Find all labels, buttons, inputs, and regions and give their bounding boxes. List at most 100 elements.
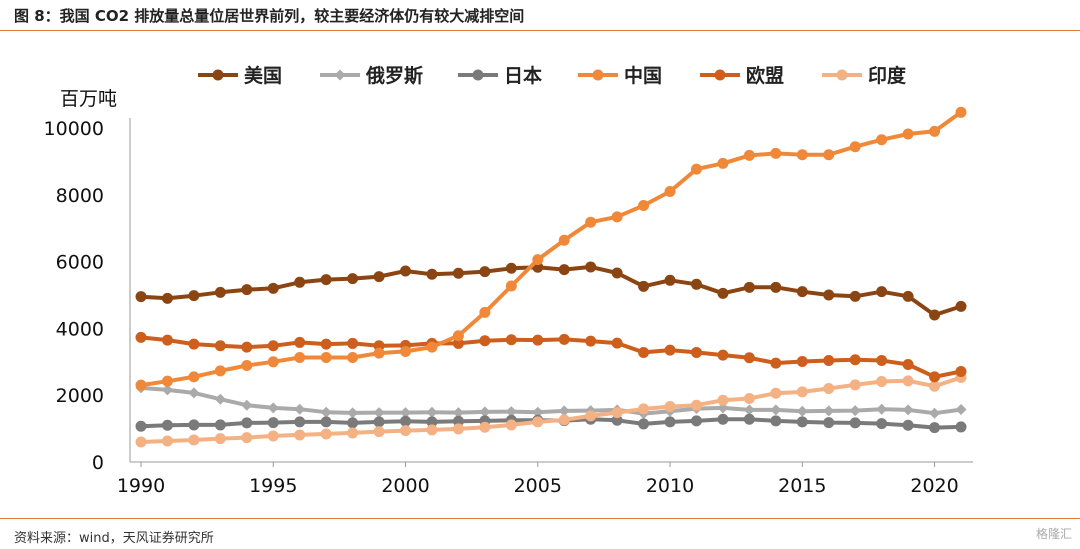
data-point <box>188 387 200 399</box>
data-point <box>849 405 861 417</box>
data-point <box>400 407 412 419</box>
data-point <box>690 346 702 358</box>
data-point <box>320 428 332 440</box>
legend-swatch-marker <box>212 69 224 81</box>
legend-label: 俄罗斯 <box>365 64 423 87</box>
data-point <box>717 394 729 406</box>
legend-label: 欧盟 <box>746 64 784 87</box>
data-point <box>638 199 650 211</box>
data-point <box>955 365 967 377</box>
data-point <box>770 357 782 369</box>
data-point <box>505 406 517 418</box>
data-point <box>241 432 253 444</box>
data-point <box>241 399 253 411</box>
legend-item-中国: 中国 <box>578 64 662 87</box>
data-point <box>505 280 517 292</box>
data-point <box>214 393 226 405</box>
legend-label: 中国 <box>624 64 662 87</box>
y-axis-unit-label: 百万吨 <box>60 88 117 110</box>
y-tick-label: 8000 <box>56 185 104 207</box>
x-tick-label: 2010 <box>646 475 694 497</box>
series-印度 <box>135 371 967 448</box>
title-bar: 图 8：我国 CO2 排放量总量位居世界前列，较主要经济体仍有较大减排空间 <box>0 0 1080 31</box>
data-point <box>796 286 808 298</box>
data-point <box>294 276 306 288</box>
data-point <box>929 371 941 383</box>
data-point <box>585 410 597 422</box>
data-point <box>479 306 491 318</box>
data-point <box>717 287 729 299</box>
data-point <box>452 423 464 435</box>
data-point <box>585 216 597 228</box>
data-point <box>135 331 147 343</box>
data-point <box>320 338 332 350</box>
data-point <box>161 334 173 346</box>
data-point <box>796 405 808 417</box>
data-point <box>532 254 544 266</box>
data-point <box>955 106 967 118</box>
data-point <box>161 435 173 447</box>
data-point <box>638 418 650 430</box>
data-point <box>638 346 650 358</box>
data-point <box>373 271 385 283</box>
data-point <box>929 125 941 137</box>
data-point <box>823 383 835 395</box>
data-point <box>770 387 782 399</box>
data-point <box>373 407 385 419</box>
y-tick-label: 2000 <box>56 385 104 407</box>
data-point <box>294 429 306 441</box>
data-point <box>770 415 782 427</box>
data-point <box>558 333 570 345</box>
data-point <box>452 267 464 279</box>
data-point <box>214 365 226 377</box>
data-point <box>294 416 306 428</box>
data-point <box>929 422 941 434</box>
data-point <box>426 341 438 353</box>
data-point <box>135 291 147 303</box>
watermark-logo: 格隆汇 <box>1035 527 1072 541</box>
series-美国 <box>135 261 967 321</box>
x-tick-label: 2005 <box>514 475 562 497</box>
data-point <box>373 347 385 359</box>
data-point <box>479 406 491 418</box>
data-point <box>902 290 914 302</box>
data-point <box>664 416 676 428</box>
data-point <box>823 405 835 417</box>
data-point <box>929 407 941 419</box>
data-point <box>161 375 173 387</box>
data-point <box>611 211 623 223</box>
data-point <box>876 134 888 146</box>
legend-item-日本: 日本 <box>458 64 542 87</box>
legend-label: 日本 <box>504 64 542 87</box>
data-point <box>585 261 597 273</box>
data-point <box>611 267 623 279</box>
data-point <box>664 344 676 356</box>
data-point <box>426 406 438 418</box>
legend-swatch-marker <box>472 69 484 81</box>
data-point <box>664 274 676 286</box>
data-point <box>267 402 279 414</box>
data-point <box>796 355 808 367</box>
data-point <box>267 356 279 368</box>
legend-swatch-marker <box>836 69 848 81</box>
series-line <box>140 385 962 416</box>
series-line <box>140 264 962 317</box>
data-point <box>876 376 888 388</box>
data-point <box>929 380 941 392</box>
data-point <box>796 416 808 428</box>
data-point <box>347 427 359 439</box>
line-chart: 美国 俄罗斯 日本 中国 欧盟 印度 百万吨 0 2000 4000 6000 8000 10000… <box>44 64 973 497</box>
data-point <box>770 147 782 159</box>
legend-label: 美国 <box>244 64 282 87</box>
data-point <box>796 386 808 398</box>
data-point <box>320 351 332 363</box>
data-point <box>320 406 332 418</box>
data-point <box>743 404 755 416</box>
legend-item-美国: 美国 <box>198 64 282 87</box>
data-point <box>452 337 464 349</box>
data-point <box>241 359 253 371</box>
data-point <box>214 419 226 431</box>
data-point <box>294 403 306 415</box>
y-tick-label: 6000 <box>56 252 104 274</box>
series-日本 <box>135 413 967 434</box>
